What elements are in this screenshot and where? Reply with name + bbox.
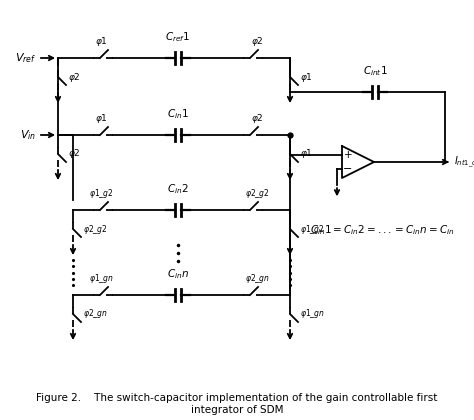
Text: $V_{in}$: $V_{in}$ <box>20 128 36 142</box>
Text: $\varphi 2$: $\varphi 2$ <box>251 112 264 125</box>
Text: $\varphi 1\_gn$: $\varphi 1\_gn$ <box>300 307 325 320</box>
Text: Figure 2.    The switch-capacitor implementation of the gain controllable first: Figure 2. The switch-capacitor implement… <box>36 393 438 403</box>
Text: $\varphi 1$: $\varphi 1$ <box>94 35 108 48</box>
Text: $\varphi 1\_g2$: $\varphi 1\_g2$ <box>89 187 113 200</box>
Text: $\varphi 1$: $\varphi 1$ <box>300 147 313 160</box>
Text: $C_{int}1$: $C_{int}1$ <box>363 64 387 78</box>
Text: $C_{in}2$: $C_{in}2$ <box>167 182 189 196</box>
Text: $V_{ref}$: $V_{ref}$ <box>15 51 36 65</box>
Text: $C_{in}1$: $C_{in}1$ <box>167 107 189 121</box>
Text: $\varphi 2\_g2$: $\varphi 2\_g2$ <box>245 187 269 200</box>
Text: $C_{in}1=C_{in}2=...=C_{in}n=C_{in}$: $C_{in}1=C_{in}2=...=C_{in}n=C_{in}$ <box>310 223 455 237</box>
Text: $\varphi 1$: $\varphi 1$ <box>94 112 108 125</box>
Text: $I_{nt1\_out}$: $I_{nt1\_out}$ <box>454 155 474 170</box>
Text: $\varphi 2\_gn$: $\varphi 2\_gn$ <box>83 307 108 320</box>
Text: +: + <box>344 150 352 160</box>
Text: $C_{in}n$: $C_{in}n$ <box>167 267 189 281</box>
Text: $C_{ref}1$: $C_{ref}1$ <box>165 30 191 44</box>
Text: $\varphi 2$: $\varphi 2$ <box>251 35 264 48</box>
Text: integrator of SDM: integrator of SDM <box>191 405 283 415</box>
Text: $\varphi 2$: $\varphi 2$ <box>68 71 81 84</box>
Text: −: − <box>343 164 353 174</box>
Text: $\varphi 2$: $\varphi 2$ <box>68 147 81 160</box>
Text: $\varphi 1\_g2$: $\varphi 1\_g2$ <box>300 223 325 236</box>
Text: $\varphi 1$: $\varphi 1$ <box>300 71 313 84</box>
Text: $\varphi 2\_g2$: $\varphi 2\_g2$ <box>83 223 108 236</box>
Text: $\varphi 1\_gn$: $\varphi 1\_gn$ <box>89 272 113 285</box>
Text: $\varphi 2\_gn$: $\varphi 2\_gn$ <box>245 272 269 285</box>
